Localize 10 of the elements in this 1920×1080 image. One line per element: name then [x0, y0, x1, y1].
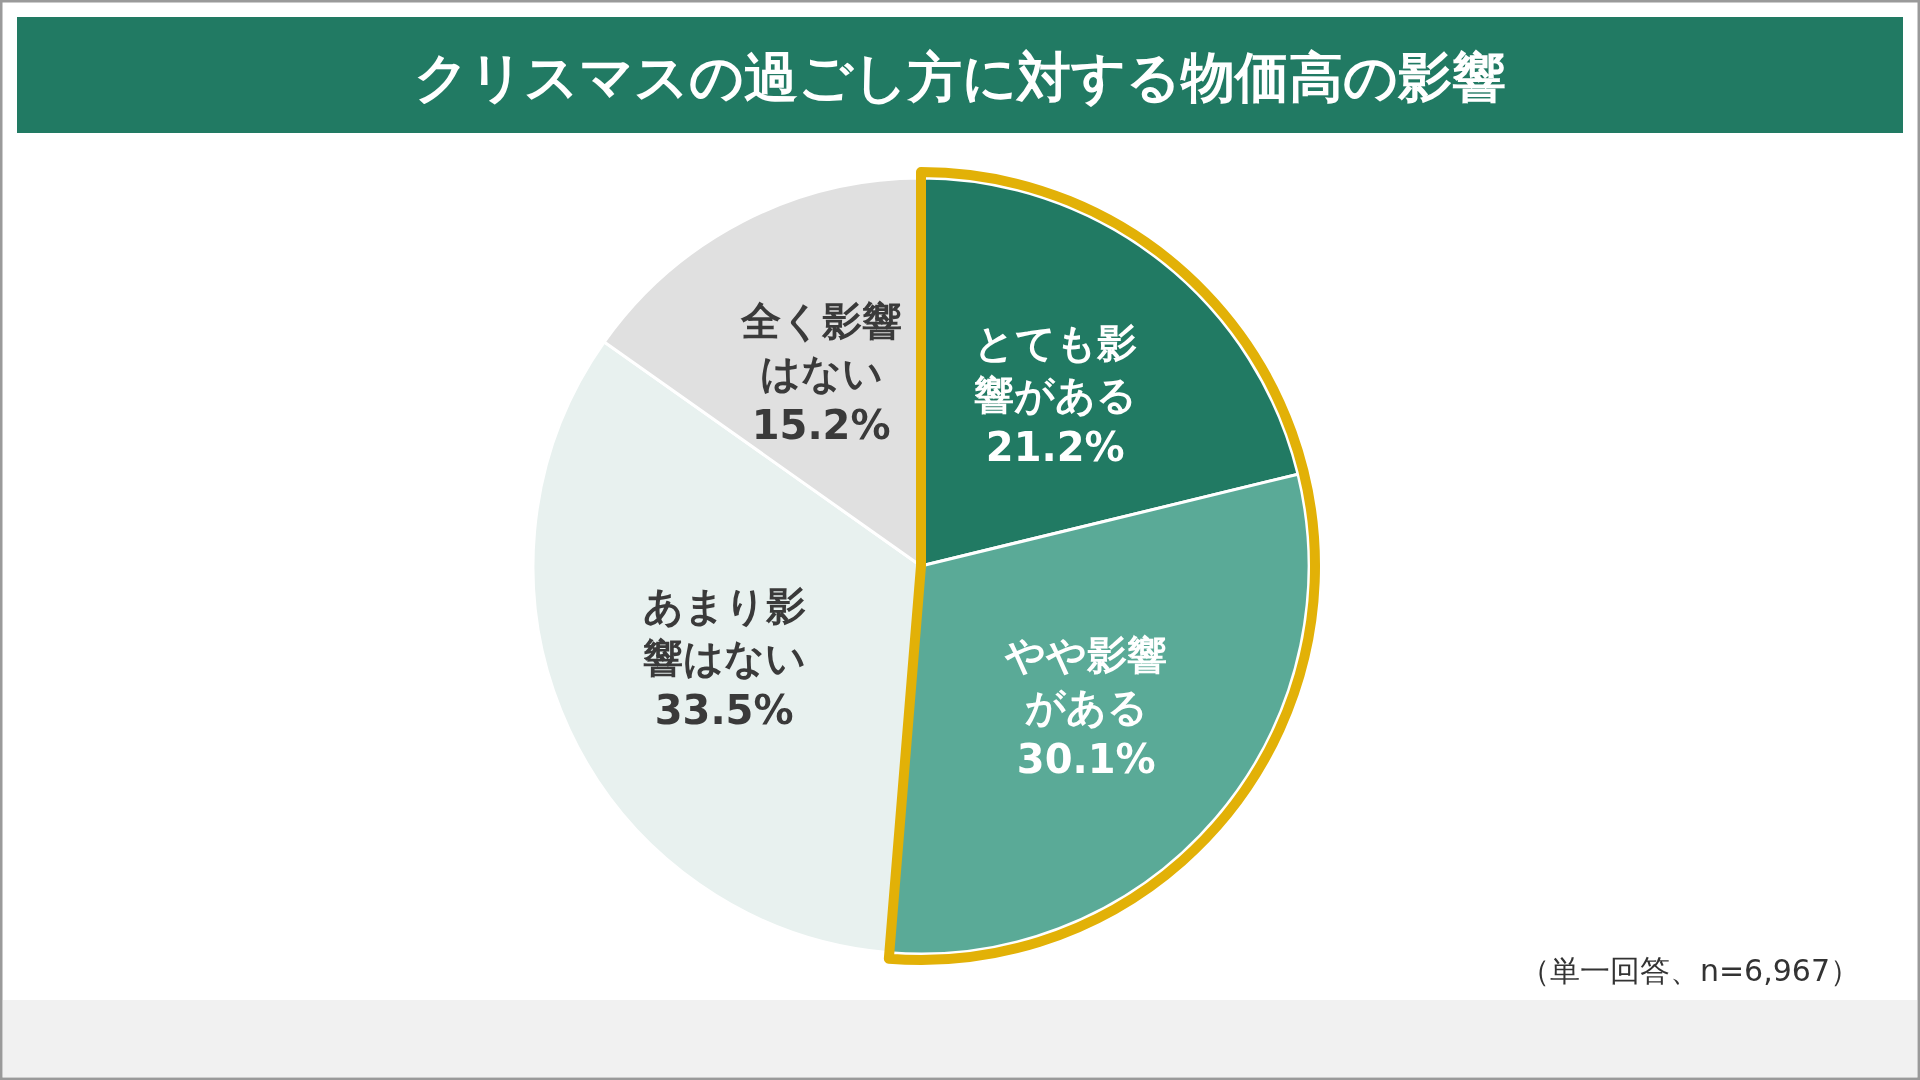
slice-label: やや影響がある: [1003, 631, 1169, 733]
slice-label: あまり影響はない: [641, 581, 807, 683]
slice-label: 全く影響はない: [739, 297, 903, 398]
data-label: 15.2%: [751, 401, 891, 450]
data-label: 30.1%: [1016, 735, 1156, 785]
data-label: 21.2%: [985, 423, 1125, 473]
chart-title: クリスマスの過ごし方に対する物価高の影響: [414, 46, 1506, 109]
text: （単一回答、n=6,967）: [1519, 953, 1860, 988]
data-label: 33.5%: [654, 685, 794, 735]
slice-label: とても影響がある: [972, 319, 1138, 421]
